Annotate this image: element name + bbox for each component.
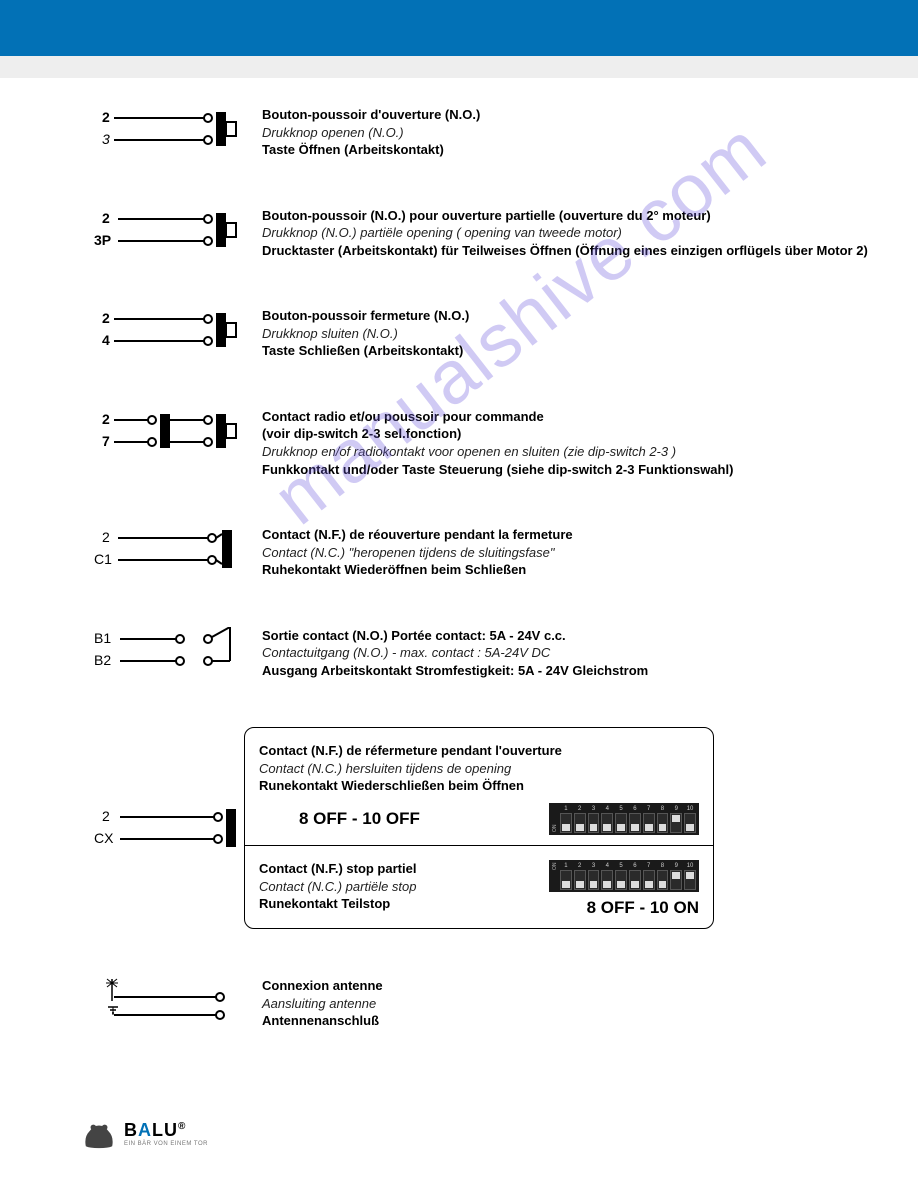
text-nl: Drukknop (N.O.) partiële opening ( openi… xyxy=(262,224,868,242)
text-fr-2: (voir dip-switch 2-3 sel.fonction) xyxy=(262,425,733,443)
logo-subtitle: EIN BÄR VON EINEM TOR xyxy=(124,1141,208,1147)
svg-text:CX: CX xyxy=(94,830,114,846)
dip-label: 8 OFF - 10 OFF xyxy=(299,809,420,829)
text-fr: Bouton-poussoir fermeture (N.O.) xyxy=(262,307,469,325)
text-fr: Bouton-poussoir d'ouverture (N.O.) xyxy=(262,106,480,124)
antenna-diagram-icon xyxy=(90,977,250,1027)
svg-text:2: 2 xyxy=(102,808,110,824)
svg-text:2: 2 xyxy=(102,310,110,326)
text-fr: Contact (N.F.) de réouverture pendant la… xyxy=(262,526,573,544)
svg-text:2: 2 xyxy=(102,210,110,226)
text-fr: Contact (N.F.) stop partiel xyxy=(259,860,417,878)
svg-text:2: 2 xyxy=(102,109,110,125)
text-nl: Drukknop en/of radiokontakt voor openen … xyxy=(262,443,733,461)
cx-section-2: Contact (N.F.) stop partiel Contact (N.C… xyxy=(245,845,713,928)
text-de: Ausgang Arbeitskontakt Stromfestigkeit: … xyxy=(262,662,648,680)
wiring-diagram-icon: 2 7 xyxy=(90,408,250,458)
svg-text:2: 2 xyxy=(102,529,110,545)
svg-text:4: 4 xyxy=(102,332,110,348)
text-de: Taste Öffnen (Arbeitskontakt) xyxy=(262,141,480,159)
logo-b: B xyxy=(124,1120,138,1140)
text-nl: Aansluiting antenne xyxy=(262,995,383,1013)
content-area: 2 3 Bouton-poussoir d'ouverture (N.O.) D… xyxy=(0,78,918,1088)
svg-text:C1: C1 xyxy=(94,551,112,567)
cx-section-1: Contact (N.F.) de réfermeture pendant l'… xyxy=(245,728,713,845)
text-fr: Contact (N.F.) de réfermeture pendant l'… xyxy=(259,742,699,760)
svg-text:B2: B2 xyxy=(94,652,111,668)
connection-row: 2 3 Bouton-poussoir d'ouverture (N.O.) D… xyxy=(90,106,878,159)
dip-switch-icon: ON12345678910 xyxy=(549,803,699,835)
text-nl: Drukknop sluiten (N.O.) xyxy=(262,325,469,343)
text-nl: Contact (N.C.) hersluiten tijdens de ope… xyxy=(259,760,699,778)
wiring-diagram-icon: 2 C1 xyxy=(90,526,250,576)
text-de: Drucktaster (Arbeitskontakt) für Teilwei… xyxy=(262,242,868,260)
text-fr: Contact radio et/ou poussoir pour comman… xyxy=(262,408,733,426)
text-de: Funkkontakt und/oder Taste Steuerung (si… xyxy=(262,461,733,479)
svg-text:3: 3 xyxy=(102,131,110,147)
text-de: Taste Schließen (Arbeitskontakt) xyxy=(262,342,469,360)
text-de: Runekontakt Teilstop xyxy=(259,895,417,913)
wiring-diagram-icon: B1 B2 xyxy=(90,627,250,677)
text-fr: Bouton-poussoir (N.O.) pour ouverture pa… xyxy=(262,207,868,225)
text-nl: Drukknop openen (N.O.) xyxy=(262,124,480,142)
wiring-diagram-icon: 2 3P xyxy=(90,207,250,257)
text-fr: Connexion antenne xyxy=(262,977,383,995)
sub-header-bar xyxy=(0,56,918,78)
page: manualshive.com 2 3 Bouton-poussoir d'ou… xyxy=(0,0,918,1150)
logo-a: A xyxy=(138,1120,152,1140)
svg-text:2: 2 xyxy=(102,411,110,427)
connection-row: 2 7 Contact radio et/ou poussoir pour co… xyxy=(90,408,878,478)
bear-icon xyxy=(80,1118,118,1150)
cx-option-box: Contact (N.F.) de réfermeture pendant l'… xyxy=(244,727,714,929)
wiring-diagram-icon: 2 3 xyxy=(90,106,250,156)
text-de: Antennenanschluß xyxy=(262,1012,383,1030)
wiring-diagram-icon: 2 4 xyxy=(90,307,250,357)
svg-text:B1: B1 xyxy=(94,630,111,646)
text-de: Runekontakt Wiederschließen beim Öffnen xyxy=(259,777,699,795)
dip-switch-icon: ON12345678910 xyxy=(549,860,699,892)
connection-row-antenna: Connexion antenne Aansluiting antenne An… xyxy=(90,977,878,1030)
footer-logo: BALU® EIN BÄR VON EINEM TOR xyxy=(80,1118,918,1150)
svg-text:7: 7 xyxy=(102,433,110,449)
header-bar xyxy=(0,0,918,56)
connection-row: 2 4 Bouton-poussoir fermeture (N.O.) Dru… xyxy=(90,307,878,360)
logo-brand-text: BALU® xyxy=(124,1120,208,1141)
text-de: Ruhekontakt Wiederöffnen beim Schließen xyxy=(262,561,573,579)
connection-row: 2 3P Bouton-poussoir (N.O.) pour ouvertu… xyxy=(90,207,878,260)
wiring-diagram-icon: 2 CX xyxy=(90,793,250,863)
text-nl: Contact (N.C.) "heropenen tijdens de slu… xyxy=(262,544,573,562)
connection-row: B1 B2 Sortie contact (N.O.) Portée conta… xyxy=(90,627,878,680)
logo-lu: LU xyxy=(152,1120,178,1140)
svg-text:3P: 3P xyxy=(94,232,111,248)
text-nl: Contact (N.C.) partiële stop xyxy=(259,878,417,896)
connection-row-cx: 2 CX Contact (N.F.) de réfermeture penda… xyxy=(90,727,878,929)
text-fr: Sortie contact (N.O.) Portée contact: 5A… xyxy=(262,627,648,645)
text-nl: Contactuitgang (N.O.) - max. contact : 5… xyxy=(262,644,648,662)
dip-label: 8 OFF - 10 ON xyxy=(549,898,699,918)
connection-row: 2 C1 Contact (N.F.) de réouverture penda… xyxy=(90,526,878,579)
